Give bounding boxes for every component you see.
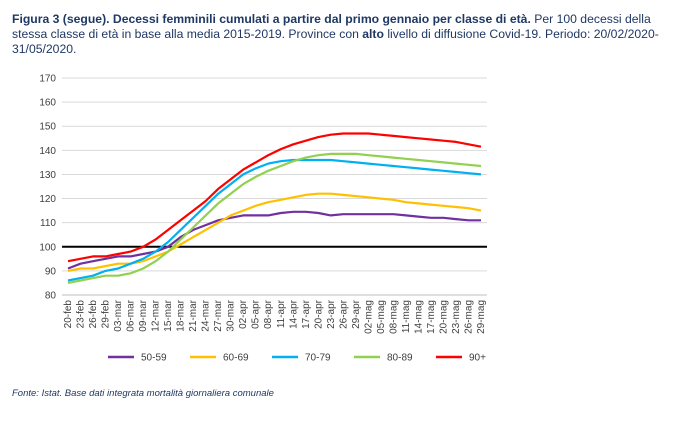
x-tick-label: 11-mag — [401, 300, 412, 333]
x-tick-label: 09-mar — [138, 299, 149, 331]
x-tick-label: 14-mag — [413, 300, 424, 334]
series-lines — [67, 132, 482, 284]
legend-label: 60-69 — [223, 353, 249, 364]
caption-text: Per 100 decessi della stessa classe di e… — [12, 12, 651, 41]
x-tick-label: 17-apr — [301, 299, 312, 329]
x-tick-label: 05-mag — [376, 300, 387, 334]
y-tick-label: 100 — [39, 242, 56, 253]
x-tick-label: 30-mar — [226, 299, 237, 331]
series-line-70-79 — [67, 158, 482, 282]
x-tick-label: 11-apr — [276, 299, 287, 328]
y-tick-label: 150 — [39, 122, 56, 133]
x-tick-label: 17-mag — [426, 300, 437, 334]
x-tick-label: 23-feb — [76, 300, 87, 329]
x-tick-label: 21-mar — [188, 299, 199, 331]
x-tick-label: 08-apr — [263, 299, 274, 329]
legend: 50-59 60-69 70-79 80-89 90+ — [108, 353, 486, 364]
x-tick-label: 02-mag — [363, 300, 374, 334]
legend-label: 80-89 — [387, 353, 413, 364]
y-tick-label: 130 — [39, 170, 56, 181]
caption-highlight: alto — [362, 27, 384, 41]
y-tick-label: 140 — [39, 146, 56, 157]
x-tick-label: 26-feb — [88, 300, 99, 329]
x-tick-label: 29-apr — [351, 299, 362, 329]
x-tick-label: 20-apr — [313, 299, 324, 329]
series-line-50-59 — [67, 210, 481, 270]
x-tick-label: 20-feb — [63, 300, 74, 329]
y-axis: 80 90 100 110 120 130 140 150 160 170 — [39, 74, 56, 302]
grid-lines — [62, 77, 487, 272]
series-line-80-89 — [67, 152, 482, 284]
y-tick-label: 90 — [45, 266, 57, 277]
x-tick-label: 29-feb — [101, 300, 112, 329]
x-tick-label: 27-mar — [213, 299, 224, 331]
source-note: Fonte: Istat. Base dati integrata mortal… — [12, 388, 274, 399]
legend-label: 90+ — [469, 353, 486, 364]
x-axis: 20-feb 23-feb 26-feb 29-feb 03-mar 06-mar 09-m… — [63, 299, 487, 334]
figure-caption: Figura 3 (segue). Decessi femminili cumu… — [12, 12, 672, 57]
x-tick-label: 03-mar — [113, 299, 124, 331]
x-tick-label: 26-apr — [338, 299, 349, 329]
x-tick-label: 08-mag — [388, 300, 399, 334]
x-tick-label: 12-mar — [151, 299, 162, 331]
x-tick-label: 23-apr — [326, 299, 337, 329]
x-tick-label: 05-apr — [251, 299, 262, 329]
x-tick-label: 14-apr — [288, 299, 299, 329]
x-tick-label: 20-mag — [438, 300, 449, 334]
legend-label: 70-79 — [305, 353, 331, 364]
x-tick-label: 29-mag — [476, 300, 487, 334]
y-tick-label: 120 — [39, 194, 56, 205]
x-tick-label: 18-mar — [176, 299, 187, 331]
x-tick-label: 15-mar — [163, 299, 174, 331]
series-line-90+ — [67, 132, 482, 263]
x-tick-label: 24-mar — [201, 299, 212, 331]
x-tick-label: 06-mar — [126, 299, 137, 331]
x-tick-label: 23-mag — [451, 300, 462, 334]
x-tick-label: 26-mag — [463, 300, 474, 334]
y-tick-label: 170 — [39, 74, 56, 85]
figure-label: Figura 3 (segue). — [12, 12, 110, 26]
y-tick-label: 110 — [40, 218, 56, 229]
series-line-60-69 — [67, 192, 482, 272]
x-tick-label: 02-apr — [238, 299, 249, 329]
figure-title: Decessi femminili cumulati a partire dal… — [112, 12, 531, 26]
legend-label: 50-59 — [141, 353, 167, 364]
y-tick-label: 160 — [39, 98, 56, 109]
y-tick-label: 80 — [45, 291, 57, 302]
caption-text-end: livello di diffusione Covid-19. Periodo:… — [12, 27, 659, 56]
